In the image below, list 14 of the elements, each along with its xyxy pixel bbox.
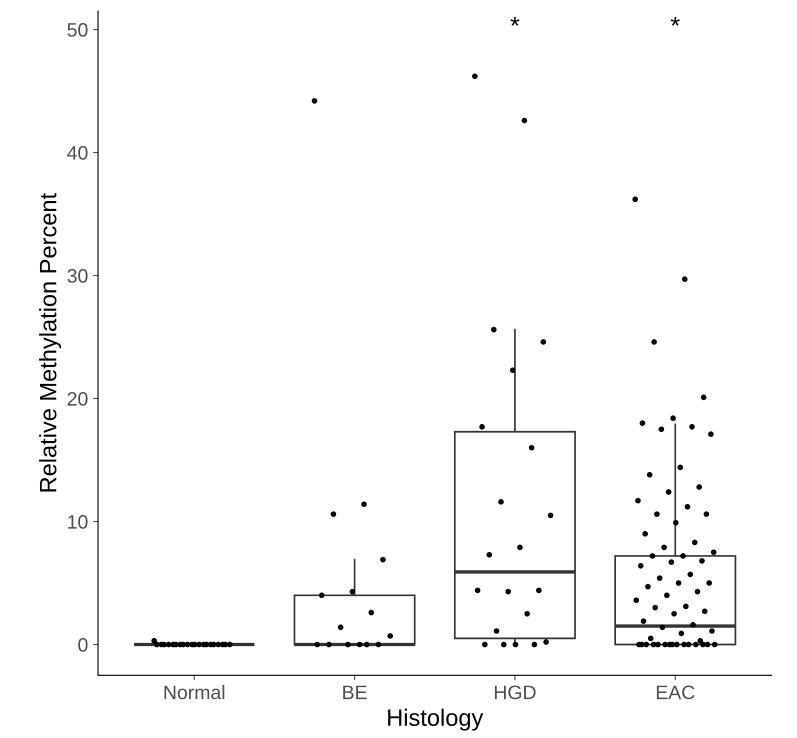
x-axis-title: Histology xyxy=(388,708,484,731)
y-tick-label: 50 xyxy=(67,22,88,37)
annotation: * xyxy=(670,16,680,26)
y-tick-label: 40 xyxy=(67,146,88,160)
y-tick-label: 20 xyxy=(68,392,88,406)
y-tick-label: 0 xyxy=(78,638,88,652)
y-tick-label: 10 xyxy=(68,514,88,529)
x-tick-label: Normal xyxy=(164,684,224,700)
y-axis-title: Relative Methylation Percent xyxy=(39,193,62,492)
x-tick-label: EAC xyxy=(656,686,695,700)
y-tick-label: 30 xyxy=(67,268,88,283)
annotation: * xyxy=(510,16,520,26)
x-tick-label: BE xyxy=(343,686,367,700)
x-tick-label: HGD xyxy=(494,686,536,700)
